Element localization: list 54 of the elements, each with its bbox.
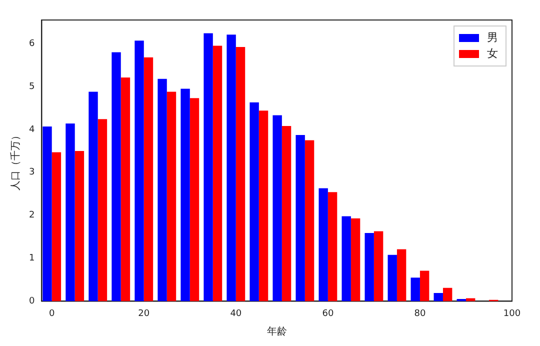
legend-label: 男 <box>487 30 498 44</box>
bar <box>42 126 52 302</box>
bar <box>98 119 108 302</box>
x-tick-label: 40 <box>230 308 242 319</box>
bar <box>180 88 190 302</box>
bar <box>112 52 121 302</box>
y-tick-label: 2 <box>28 210 35 221</box>
bar <box>158 78 167 302</box>
y-tick-label: 6 <box>28 38 35 49</box>
bar <box>144 57 154 302</box>
y-tick-label: 0 <box>28 296 35 307</box>
bar <box>258 110 268 302</box>
bar <box>250 102 259 302</box>
bar <box>374 231 384 302</box>
y-tick-label: 5 <box>28 82 35 92</box>
bar <box>66 123 75 302</box>
bar <box>350 218 360 302</box>
bar <box>442 288 452 302</box>
bar <box>88 92 98 302</box>
y-tick-label: 3 <box>28 168 35 178</box>
x-tick-label: 0 <box>48 308 55 319</box>
x-tick-label: 80 <box>414 308 426 319</box>
y-tick-label: 4 <box>28 124 35 135</box>
x-axis-title: 年龄 <box>266 326 287 338</box>
legend-label: 女 <box>487 46 498 60</box>
bar <box>52 152 62 302</box>
bar <box>190 98 200 302</box>
y-tick-label: 1 <box>28 254 35 264</box>
bar <box>420 270 430 302</box>
bar <box>204 33 213 302</box>
bar <box>328 192 338 302</box>
bar <box>120 78 130 302</box>
bar <box>304 140 314 302</box>
bar <box>466 298 476 302</box>
bar <box>434 293 443 302</box>
bar <box>134 40 144 302</box>
x-tick-label: 100 <box>503 308 521 319</box>
x-tick-label: 20 <box>138 308 150 319</box>
x-tick-label: 60 <box>322 308 334 319</box>
bar <box>282 126 292 302</box>
bar <box>410 278 420 302</box>
bar <box>226 34 236 302</box>
bar <box>236 47 246 302</box>
bar <box>396 249 406 302</box>
bar <box>166 92 176 302</box>
bar <box>318 188 328 302</box>
bar <box>388 254 397 302</box>
bar <box>272 115 282 302</box>
bar <box>212 46 222 302</box>
bar <box>74 150 84 302</box>
bar <box>342 216 351 302</box>
y-axis-title: 人口（千万） <box>10 130 22 191</box>
bar <box>364 232 374 302</box>
bar <box>296 135 305 302</box>
